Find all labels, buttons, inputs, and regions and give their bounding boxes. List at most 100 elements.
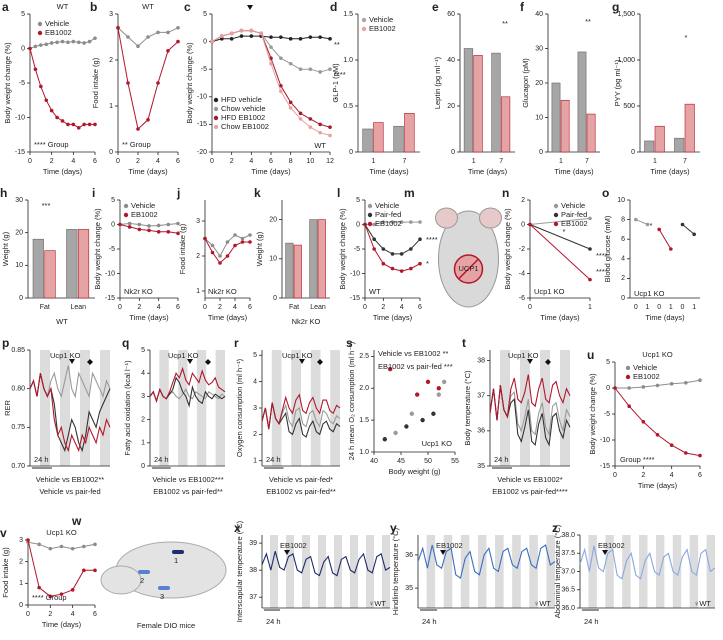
y-tick-label: 10 <box>15 262 23 269</box>
panel-letter: l <box>337 186 340 200</box>
y-axis-label: Body weight change (%) <box>185 42 194 124</box>
bar <box>586 113 596 153</box>
annotation: EB1002 <box>280 541 307 550</box>
bar <box>285 242 294 299</box>
data-point <box>48 594 53 599</box>
y-axis-label: Weight (g) <box>255 231 264 266</box>
annotation: ** <box>585 17 591 26</box>
data-point <box>436 392 441 397</box>
x-tick-label: 2 <box>218 304 222 311</box>
image-label: 1 <box>174 556 178 565</box>
data-point <box>269 45 273 49</box>
data-point <box>363 222 367 227</box>
legend-swatch <box>553 221 559 227</box>
legend-label: EB1002 <box>633 372 660 381</box>
panel-letter: m <box>404 186 415 200</box>
data-point <box>66 122 70 127</box>
dark-phase <box>540 350 550 466</box>
y-tick-label: 0.75 <box>11 424 25 431</box>
data-point <box>82 544 86 549</box>
data-point <box>70 588 75 592</box>
y-tick-label: 5 <box>141 347 145 354</box>
data-point <box>218 261 222 265</box>
y-tick-label: 0 <box>521 221 525 228</box>
panel: i -15 -10 -5 0 5 0 2 4 6 Body weight change (%) Tim… <box>92 186 180 322</box>
panel-title: Ucp1 KO <box>46 528 77 537</box>
y-tick-label: -15 <box>105 295 115 302</box>
data-point <box>71 39 76 44</box>
y-axis-label: Body weight change (%) <box>588 373 597 455</box>
dark-phase <box>350 535 358 608</box>
data-point <box>49 108 54 113</box>
y-tick-label: -10 <box>15 114 25 121</box>
annotation: 24 h <box>266 617 281 626</box>
panel-letter: r <box>234 336 239 350</box>
data-point <box>82 122 86 127</box>
x-axis-label: Time (days) <box>42 620 82 629</box>
dark-phase <box>672 535 682 608</box>
y-axis-label: Blood glucose (mM) <box>603 215 612 282</box>
panel-letter: e <box>432 0 439 14</box>
dark-phase <box>500 350 510 466</box>
data-point <box>225 240 230 244</box>
data-point <box>166 230 171 234</box>
annotation: * <box>334 95 337 104</box>
panel-letter: w <box>71 514 82 528</box>
x-tick-label: 6 <box>176 304 180 311</box>
x-axis-label: Time (days) <box>43 167 83 176</box>
panel: c -20 -15 -10 -5 0 5 0 2 4 6 8 10 12 Body weight chang… <box>184 0 346 176</box>
x-tick-label: 2 <box>137 304 141 311</box>
y-tick-label: 2.0 <box>359 385 369 392</box>
x-tick-label: 0 <box>116 158 120 165</box>
series-line <box>529 217 591 225</box>
x-tick-label: 50 <box>424 458 432 465</box>
data-point <box>390 266 395 271</box>
data-point <box>420 417 425 423</box>
legend-label: Vehicle <box>375 201 399 210</box>
data-point <box>71 122 76 127</box>
annotation: Vehicle vs EB1002*** <box>152 475 223 484</box>
dark-phase <box>159 350 169 466</box>
y-tick-label: 1,000 <box>617 57 635 64</box>
data-point <box>269 61 273 66</box>
y-tick-label: 2.5 <box>359 353 369 360</box>
data-point <box>39 43 43 47</box>
data-point <box>249 34 254 38</box>
data-point <box>76 40 81 45</box>
x-tick-label: 1 <box>559 158 563 165</box>
dark-phase <box>40 350 50 466</box>
data-point <box>634 217 638 222</box>
data-point <box>66 40 70 45</box>
panel: f 0 10 20 30 40 Glucagon (pM) Time (days) 1 7 ** <box>520 0 600 176</box>
y-tick-label: 0 <box>539 149 543 156</box>
y-tick-label: 0.80 <box>11 386 25 393</box>
data-point <box>118 222 122 227</box>
panel-letter: g <box>612 0 619 14</box>
panel: u -15 -10 -5 0 5 0 2 4 6 Body weight change (%) Tim… <box>587 348 702 490</box>
event-marker <box>440 550 446 555</box>
data-point <box>436 386 441 391</box>
legend-label: Vehicle <box>369 15 393 24</box>
panel: t 35 36 37 38 Body temperature (°C) Ucp1 KO 24 … <box>462 336 571 496</box>
x-tick-label: 1 <box>669 304 673 311</box>
y-tick-label: -10 <box>600 437 610 444</box>
data-point <box>156 230 161 234</box>
y-tick-label: 2 <box>253 431 257 438</box>
y-tick-label: 37 <box>249 594 257 601</box>
x-tick-label: 6 <box>269 158 273 165</box>
data-point <box>248 233 252 237</box>
series-line <box>261 551 391 577</box>
data-point <box>393 430 398 436</box>
data-point <box>684 381 688 385</box>
y-axis-label: 24 h mean O₂ consumption (ml h⁻¹) <box>347 341 356 460</box>
data-point <box>233 243 237 248</box>
data-point <box>93 36 97 40</box>
dark-phase <box>270 535 278 608</box>
data-point <box>136 44 140 48</box>
data-point <box>176 221 180 226</box>
x-axis-label: Time (days) <box>540 313 580 322</box>
dark-phase <box>689 535 699 608</box>
series-line <box>579 545 716 580</box>
